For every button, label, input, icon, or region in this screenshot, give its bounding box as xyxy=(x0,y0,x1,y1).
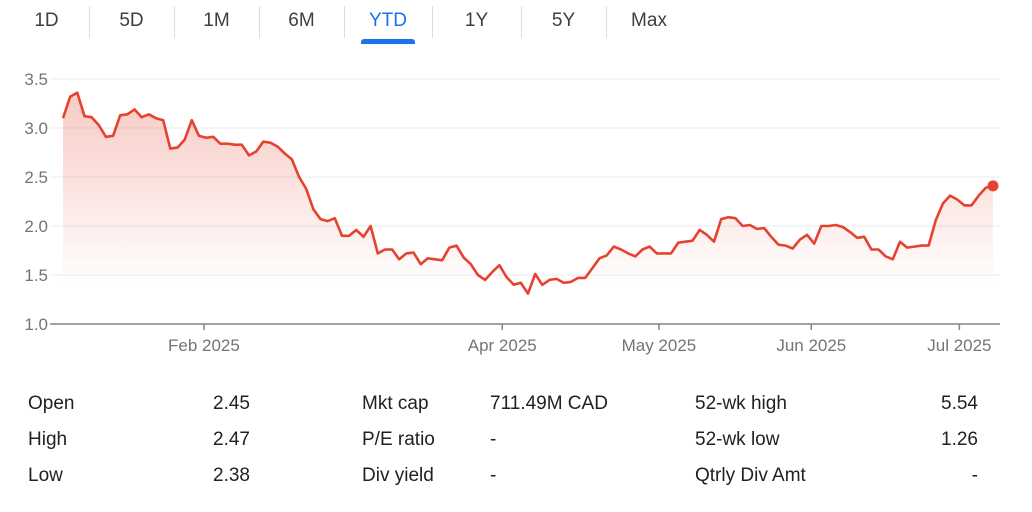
stat-value-52wk-low: 1.26 xyxy=(941,429,978,450)
tab-label: 1M xyxy=(203,10,230,31)
x-tick-label: Jul 2025 xyxy=(927,336,991,355)
y-tick-label: 1.5 xyxy=(24,266,48,285)
stat-label-open: Open xyxy=(28,393,75,414)
tab-label: Max xyxy=(631,10,667,31)
x-tick-label: Jun 2025 xyxy=(776,336,846,355)
y-tick-label: 2.5 xyxy=(24,168,48,187)
stat-value-mkt-cap: 711.49M CAD xyxy=(490,393,608,414)
tab-max[interactable]: Max xyxy=(606,4,692,38)
stat-label-low: Low xyxy=(28,465,63,486)
y-tick-label: 1.0 xyxy=(24,315,48,334)
tab-ytd[interactable]: YTD xyxy=(344,4,432,44)
tab-5d[interactable]: 5D xyxy=(89,4,174,38)
stat-value-div-yield: - xyxy=(490,465,497,486)
stat-label-52wk-high: 52-wk high xyxy=(695,393,787,414)
tab-divider xyxy=(432,6,433,38)
tab-divider xyxy=(89,6,90,38)
tab-divider xyxy=(521,6,522,38)
tab-6m[interactable]: 6M xyxy=(259,4,344,38)
y-tick-label: 2.0 xyxy=(24,217,48,236)
last-price-marker xyxy=(987,180,999,192)
y-tick-label: 3.0 xyxy=(24,119,48,138)
tab-label: YTD xyxy=(369,10,407,31)
stat-label-div-yield: Div yield xyxy=(362,465,434,486)
price-line xyxy=(61,91,994,295)
stat-label-pe-ratio: P/E ratio xyxy=(362,429,435,450)
tab-1d[interactable]: 1D xyxy=(4,4,89,38)
stat-label-52wk-low: 52-wk low xyxy=(695,429,780,450)
stat-label-high: High xyxy=(28,429,68,450)
price-area-fill xyxy=(63,92,993,324)
tab-5y[interactable]: 5Y xyxy=(521,4,606,38)
stat-value-high: 2.47 xyxy=(213,429,250,450)
tab-divider xyxy=(606,6,607,38)
tab-label: 1D xyxy=(34,10,59,31)
tab-label: 5Y xyxy=(551,10,576,31)
stat-value-52wk-high: 5.54 xyxy=(941,393,978,414)
x-tick-label: Apr 2025 xyxy=(468,336,537,355)
x-tick-label: Feb 2025 xyxy=(168,336,240,355)
stat-value-low: 2.38 xyxy=(213,465,250,486)
x-tick-label: May 2025 xyxy=(622,336,697,355)
stat-value-qtrly-div-amt: - xyxy=(971,465,978,486)
tab-label: 1Y xyxy=(464,10,489,31)
selected-indicator xyxy=(361,39,415,44)
tab-1y[interactable]: 1Y xyxy=(432,4,521,38)
stat-value-pe-ratio: - xyxy=(490,429,497,450)
stat-value-open: 2.45 xyxy=(213,393,250,414)
tab-divider xyxy=(259,6,260,38)
tab-divider xyxy=(344,6,345,38)
tab-label: 5D xyxy=(119,10,144,31)
stat-label-qtrly-div-amt: Qtrly Div Amt xyxy=(695,465,806,486)
tab-1m[interactable]: 1M xyxy=(174,4,259,38)
tab-label: 6M xyxy=(288,10,315,31)
tab-divider xyxy=(174,6,175,38)
time-range-tabs: 1D 5D 1M 6M YTD 1Y 5Y Max xyxy=(0,0,700,44)
price-chart[interactable]: 1.0 1.5 2.0 2.5 3.0 3.5 Feb 2025 Apr 2025 May 2… xyxy=(0,60,1032,360)
stat-label-mkt-cap: Mkt cap xyxy=(362,393,429,414)
y-tick-label: 3.5 xyxy=(24,70,48,89)
